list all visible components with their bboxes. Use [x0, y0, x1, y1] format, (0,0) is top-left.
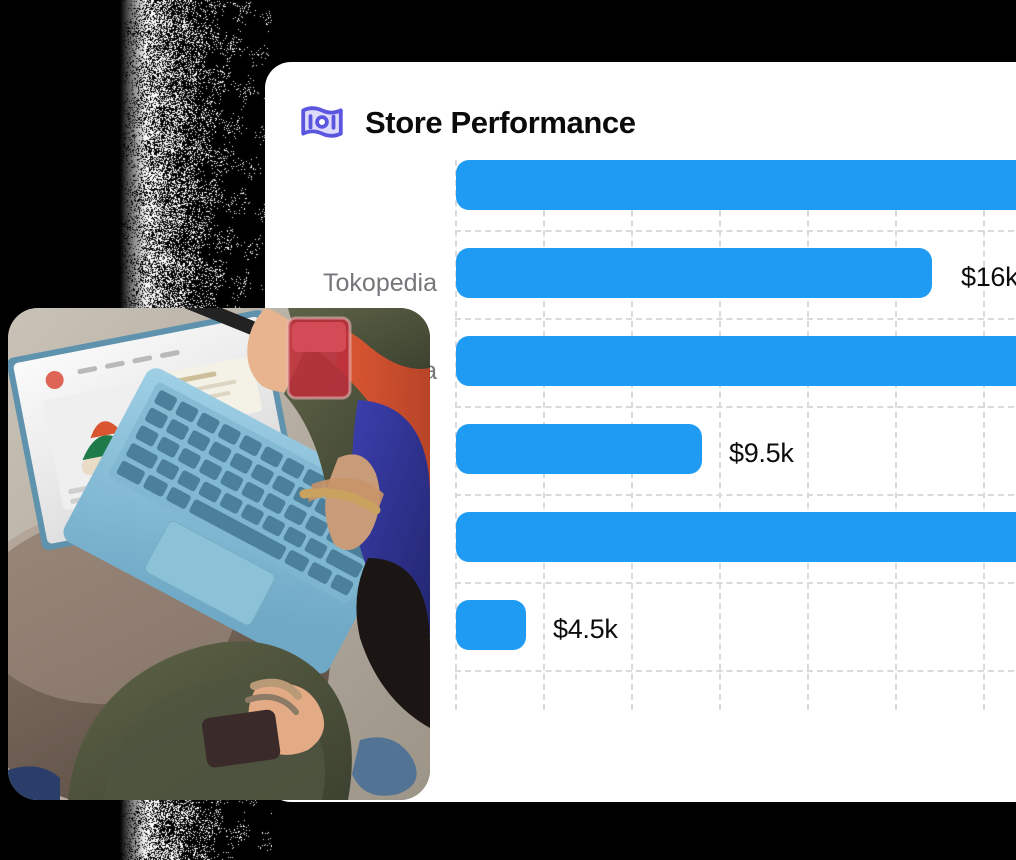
bar-0[interactable]: [456, 160, 1016, 210]
gridline-v-4: [807, 160, 809, 710]
gridline-h-0: [455, 230, 1016, 232]
bar-value-3: $9.5k: [729, 440, 794, 467]
gridline-v-5: [895, 160, 897, 710]
banknote-icon: [298, 98, 346, 146]
photo-illustration: [8, 308, 430, 800]
chart-plot-area: $16k $9.5k $4.5k: [455, 160, 1016, 780]
bar-value-5: $4.5k: [553, 616, 618, 643]
bar-2[interactable]: [456, 336, 1016, 386]
gridline-h-2: [455, 406, 1016, 408]
gridline-v-6: [983, 160, 985, 710]
gridline-h-5: [455, 670, 1016, 672]
bar-1[interactable]: [456, 248, 932, 298]
bar-5[interactable]: [456, 600, 526, 650]
laptop-stylus-photo: [8, 308, 430, 800]
gridline-h-3: [455, 494, 1016, 496]
gridline-h-1: [455, 318, 1016, 320]
card-header: Store Performance: [298, 98, 636, 146]
page-title: Store Performance: [365, 107, 636, 138]
y-axis-label-0: Tokopedia: [323, 271, 437, 296]
bar-value-1: $16k: [961, 264, 1016, 291]
bar-4[interactable]: [456, 512, 1016, 562]
bar-3[interactable]: [456, 424, 702, 474]
screenshot-root: Store Performance Tokopedia Lavada: [0, 0, 1016, 860]
gridline-h-4: [455, 582, 1016, 584]
gridline-v-3: [719, 160, 721, 710]
